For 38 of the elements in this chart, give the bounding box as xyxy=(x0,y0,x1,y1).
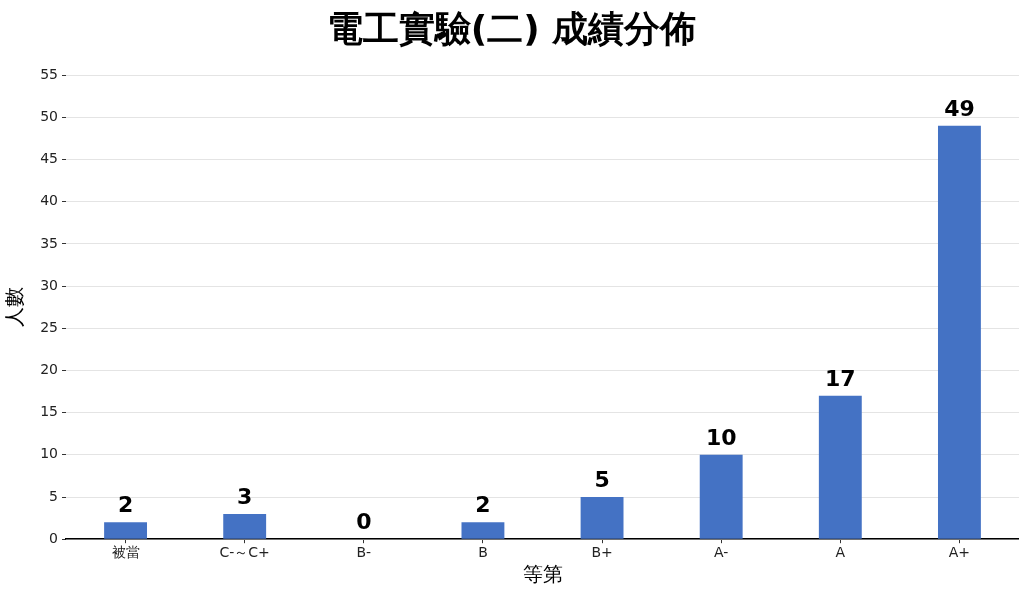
y-tick-label: 25 xyxy=(40,318,58,335)
y-tick-label: 0 xyxy=(49,529,58,546)
y-tick-label: 15 xyxy=(40,403,58,420)
data-label: 2 xyxy=(475,492,491,518)
bar xyxy=(104,522,148,539)
x-tick-label: A- xyxy=(714,544,729,561)
data-label: 3 xyxy=(237,483,253,509)
x-tick-label: B- xyxy=(356,544,372,561)
x-tick-label: 被當 xyxy=(111,544,140,561)
x-tick-label: B xyxy=(478,544,488,561)
data-label: 17 xyxy=(825,365,856,391)
y-tick-label: 50 xyxy=(40,108,58,125)
bar xyxy=(938,125,981,539)
x-tick-label: A+ xyxy=(948,544,971,561)
data-label: 49 xyxy=(944,95,975,121)
x-axis-title: 等第 xyxy=(522,562,563,587)
chart-title: 電工實驗(二) 成績分佈 xyxy=(326,7,697,49)
x-tick-label: B+ xyxy=(591,544,613,561)
y-tick-label: 55 xyxy=(40,65,58,82)
y-tick-label: 35 xyxy=(40,234,58,251)
data-label: 5 xyxy=(594,466,610,492)
data-label: 10 xyxy=(705,424,737,450)
y-tick-label: 45 xyxy=(40,150,58,167)
x-tick-label: C-～C+ xyxy=(219,544,270,561)
bar xyxy=(580,497,624,539)
y-axis-title: 人數 xyxy=(2,287,27,328)
bar xyxy=(223,513,267,539)
data-label: 0 xyxy=(356,508,372,534)
x-tick-label: A xyxy=(835,544,846,561)
y-tick-label: 10 xyxy=(40,445,58,462)
y-tick-label: 40 xyxy=(40,192,58,209)
bar xyxy=(818,395,862,539)
bar xyxy=(461,522,505,539)
bar xyxy=(699,454,743,539)
y-tick-label: 20 xyxy=(40,361,58,378)
data-label: 2 xyxy=(117,492,134,518)
y-tick-label: 5 xyxy=(49,487,58,504)
y-tick-label: 30 xyxy=(40,276,58,293)
